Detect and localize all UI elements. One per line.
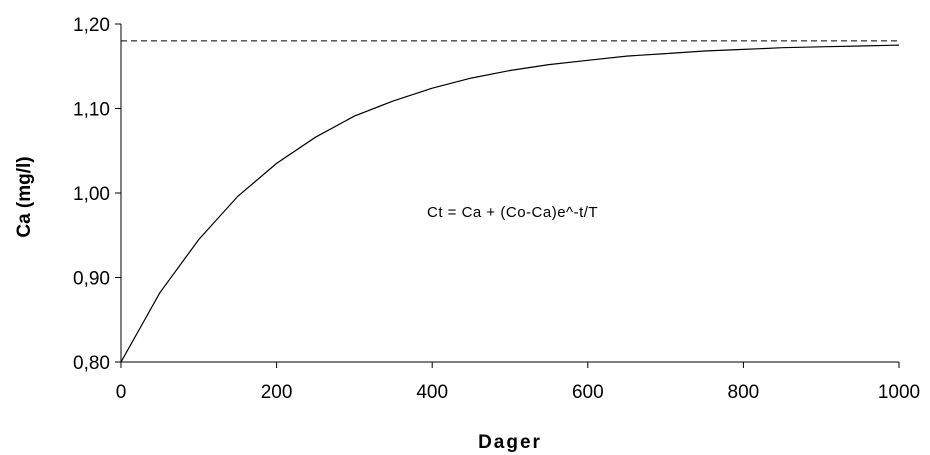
formula-annotation: Ct = Ca + (Co-Ca)e^-t/T — [427, 204, 598, 221]
y-tick-label: 0,80 — [73, 353, 110, 374]
x-tick-label: 200 — [261, 382, 293, 403]
plot-marks — [120, 40, 900, 363]
series-line — [120, 44, 900, 363]
y-tick-label: 1,10 — [73, 100, 110, 121]
y-tick-label: 1,00 — [73, 184, 110, 205]
y-tick-label: 0,90 — [73, 269, 110, 290]
y-tick-label: 1,20 — [73, 15, 110, 36]
y-axis-title: Ca (mg/l) — [14, 156, 35, 237]
y-axis-ticks: 0,80 0,90 1,00 1,10 1,20 — [73, 15, 121, 374]
x-tick-label: 600 — [572, 382, 604, 403]
x-axis-ticks: 0 200 400 600 800 1000 — [116, 362, 920, 403]
x-tick-label: 800 — [728, 382, 760, 403]
plot-frame — [120, 24, 899, 363]
x-tick-label: 1000 — [878, 382, 920, 403]
x-tick-label: 0 — [116, 382, 127, 403]
x-tick-label: 400 — [416, 382, 448, 403]
x-axis-title: Dager — [478, 432, 542, 453]
